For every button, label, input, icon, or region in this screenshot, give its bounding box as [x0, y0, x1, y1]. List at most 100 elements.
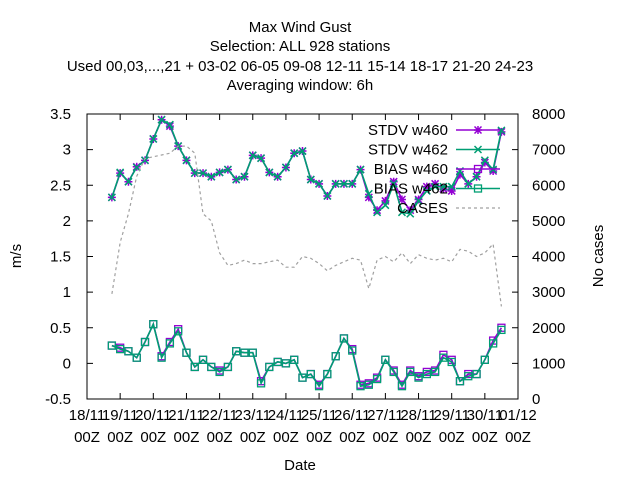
data-point: [406, 367, 415, 377]
data-point: [422, 182, 431, 191]
data-point: [339, 179, 348, 188]
data-point: [116, 344, 125, 354]
data-point: [190, 362, 199, 372]
x-tick-label-hour: 00Z: [240, 429, 266, 446]
data-point: [290, 355, 299, 364]
data-point: [339, 334, 349, 343]
data-point: [257, 154, 266, 163]
data-point: [207, 172, 216, 181]
data-point: [439, 182, 448, 191]
data-point: [397, 195, 406, 204]
data-point: [372, 374, 382, 384]
data-point: [464, 179, 473, 188]
chart-title: Max Wind Gust Selection: ALL 928 station…: [67, 19, 533, 94]
x-tick-label-hour: 00Z: [406, 429, 432, 446]
data-point: [389, 179, 398, 188]
data-point: [480, 158, 489, 167]
data-point: [406, 209, 415, 218]
data-point: [414, 196, 423, 205]
x-tick-label-date: 26/11: [334, 407, 370, 424]
data-point: [165, 339, 175, 348]
x-tick-label-hour: 00Z: [439, 429, 465, 446]
data-point: [157, 115, 166, 124]
legend-marker: [473, 184, 483, 193]
data-point: [356, 382, 365, 391]
x-tick-label-date: 19/11: [102, 407, 138, 424]
series-bias-w462: [107, 320, 506, 391]
y2-tick-label: 3000: [532, 284, 565, 301]
data-point: [281, 163, 290, 172]
data-point: [431, 182, 440, 191]
data-point: [198, 355, 208, 364]
legend-label: CASES: [397, 200, 448, 217]
x-tick-label-hour: 00Z: [107, 429, 133, 446]
data-point: [455, 377, 465, 386]
y-tick-label: 1: [63, 284, 71, 301]
data-point: [256, 379, 266, 388]
data-point: [480, 156, 489, 165]
y-tick-label: 3: [63, 142, 71, 159]
legend-label: STDV w462: [368, 142, 448, 159]
data-point: [240, 348, 249, 357]
data-point: [331, 179, 340, 188]
data-point: [265, 168, 274, 177]
data-point: [107, 341, 117, 350]
data-point: [215, 367, 224, 377]
data-point: [381, 355, 390, 364]
data-point: [149, 320, 158, 329]
data-point: [439, 353, 448, 362]
y-tick-label: 2: [63, 213, 71, 230]
legend-label: BIAS w460: [374, 161, 448, 178]
y-tick-label: 0.5: [50, 320, 71, 337]
series-layer: [107, 115, 506, 391]
x-tick-label-hour: 00Z: [339, 429, 365, 446]
data-point: [190, 169, 199, 178]
y2-tick-label: 1000: [532, 355, 565, 372]
data-point: [182, 348, 191, 357]
legend-marker: [473, 125, 483, 135]
axes: 18/1100Z19/1100Z20/1100Z21/1100Z22/1100Z…: [45, 106, 565, 446]
data-point: [315, 179, 324, 188]
data-point: [364, 193, 373, 202]
legend-marker: [473, 164, 483, 174]
y2-tick-label: 2000: [532, 320, 565, 337]
data-point: [207, 362, 216, 372]
title-line-4: Averaging window: 6h: [227, 77, 373, 94]
data-point: [480, 355, 489, 364]
legend-label: BIAS w462: [374, 181, 448, 198]
data-point: [273, 172, 282, 181]
data-point: [273, 357, 282, 367]
data-point: [223, 362, 233, 372]
data-point: [373, 206, 382, 215]
y2-tick-label: 5000: [532, 213, 565, 230]
y-tick-label: 1.5: [50, 249, 71, 266]
y2-axis-label: No cases: [590, 225, 607, 288]
data-point: [248, 151, 257, 160]
title-line-1: Max Wind Gust: [249, 19, 352, 36]
x-tick-label-date: 28/11: [400, 407, 436, 424]
data-point: [497, 126, 506, 135]
data-point: [199, 169, 208, 178]
x-tick-label-hour: 00Z: [140, 429, 166, 446]
data-point: [281, 359, 291, 368]
data-point: [107, 193, 116, 202]
y2-tick-label: 8000: [532, 106, 565, 123]
data-point: [240, 172, 249, 181]
data-point: [232, 175, 241, 184]
data-point: [132, 163, 141, 172]
x-axis-label: Date: [284, 457, 316, 474]
data-point: [397, 382, 407, 391]
x-tick-label-date: 27/11: [367, 407, 403, 424]
y-tick-label: 0: [63, 355, 71, 372]
y-tick-label: 2.5: [50, 177, 71, 194]
data-point: [223, 165, 232, 174]
series-stdv-w462: [107, 115, 506, 218]
data-point: [406, 206, 415, 215]
data-point: [464, 372, 473, 381]
title-line-3: Used 00,03,...,21 + 03-02 06-05 09-08 12…: [67, 58, 533, 75]
data-point: [381, 196, 390, 205]
y2-tick-label: 7000: [532, 142, 565, 159]
x-tick-label-date: 21/11: [168, 407, 204, 424]
data-point: [116, 168, 125, 177]
data-point: [397, 208, 406, 217]
